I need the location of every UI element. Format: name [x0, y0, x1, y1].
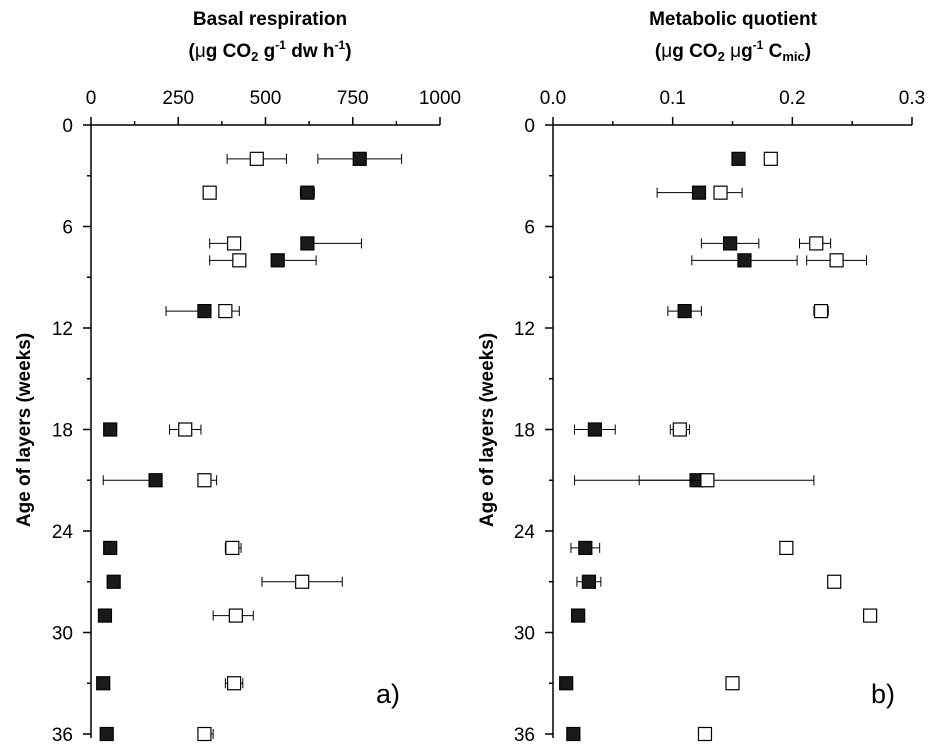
x-tick-label: 500	[250, 88, 282, 109]
y-tick-label: 0	[62, 116, 73, 137]
data-point-open	[225, 540, 240, 556]
data-point-filled	[571, 608, 586, 623]
data-point-open	[295, 574, 310, 589]
panel-b-ylabel: Age of layers (weeks)	[477, 333, 498, 527]
panel-b-title: Metabolic quotient	[649, 9, 818, 30]
data-point-filled	[300, 185, 315, 200]
data-point-open	[863, 608, 878, 623]
data-point-open	[697, 726, 713, 742]
y-tick-label: 6	[62, 218, 73, 239]
data-point-filled	[566, 726, 581, 742]
data-point-filled	[96, 676, 111, 691]
data-point-filled	[691, 185, 707, 200]
data-point-filled	[103, 422, 118, 437]
panel-b: Metabolic quotient (μg CO2 μg-1 Cmic) Ag…	[477, 9, 925, 746]
panel-a-title: Basal respiration	[193, 9, 347, 30]
x-tick-label: 0.0	[540, 88, 566, 109]
data-point-open	[228, 608, 243, 623]
panel-a-label: a)	[376, 679, 400, 709]
panel-a: Basal respiration (μg CO2 g-1 dw h-1) Ag…	[14, 9, 461, 746]
data-point-open	[197, 726, 212, 742]
y-tick-label: 12	[514, 319, 535, 340]
y-tick-label: 12	[52, 319, 73, 340]
data-point-filled	[99, 726, 114, 742]
data-point-filled	[97, 608, 113, 623]
data-point-open	[725, 676, 740, 691]
x-tick-label: 0.1	[659, 88, 685, 109]
y-tick-label: 0	[524, 116, 535, 137]
data-point-open	[829, 253, 844, 268]
panel-a-units: (μg CO2 g-1 dw h-1)	[188, 38, 351, 64]
data-point-filled	[106, 574, 121, 589]
panel-a-ylabel: Age of layers (weeks)	[14, 333, 35, 527]
data-point-open	[827, 574, 842, 589]
data-point-open	[249, 151, 264, 166]
data-point-filled	[148, 473, 163, 488]
x-tick-label: 750	[337, 88, 369, 109]
y-tick-label: 24	[514, 522, 536, 543]
data-point-open	[202, 185, 217, 200]
data-point-filled	[723, 236, 738, 251]
x-tick-label: 250	[162, 88, 194, 109]
y-tick-label: 18	[52, 421, 73, 442]
x-tick-label: 0	[86, 88, 97, 109]
data-point-filled	[578, 540, 593, 556]
data-point-filled	[559, 676, 574, 691]
data-point-open	[226, 236, 242, 251]
data-point-open	[197, 473, 212, 488]
data-point-open	[763, 151, 778, 166]
data-point-filled	[581, 574, 597, 589]
data-point-filled	[197, 303, 212, 319]
data-point-open	[218, 303, 233, 319]
y-tick-label: 24	[52, 522, 74, 543]
panel-b-units: (μg CO2 μg-1 Cmic)	[655, 38, 811, 64]
y-tick-label: 18	[514, 421, 535, 442]
data-point-filled	[737, 253, 752, 268]
x-tick-label: 1000	[419, 88, 461, 109]
data-point-open	[226, 676, 242, 691]
data-point-open	[232, 253, 247, 268]
data-point-open	[809, 236, 824, 251]
y-tick-label: 6	[524, 218, 535, 239]
y-tick-label: 36	[514, 725, 535, 746]
data-point-filled	[103, 540, 118, 556]
data-point-open	[178, 422, 193, 437]
y-tick-label: 36	[52, 725, 73, 746]
data-point-filled	[300, 236, 315, 251]
data-point-filled	[677, 303, 692, 319]
panel-b-label: b)	[871, 679, 895, 709]
data-point-open	[779, 540, 794, 556]
data-point-filled	[731, 151, 746, 166]
data-point-open	[813, 303, 829, 319]
data-point-filled	[270, 253, 285, 268]
x-tick-label: 0.2	[779, 88, 805, 109]
data-point-filled	[587, 422, 602, 437]
y-tick-label: 30	[514, 624, 535, 645]
y-tick-label: 30	[52, 624, 73, 645]
data-point-open	[700, 473, 715, 488]
x-tick-label: 0.3	[899, 88, 925, 109]
data-point-filled	[352, 151, 367, 166]
data-point-open	[713, 185, 728, 200]
data-point-open	[672, 422, 687, 437]
